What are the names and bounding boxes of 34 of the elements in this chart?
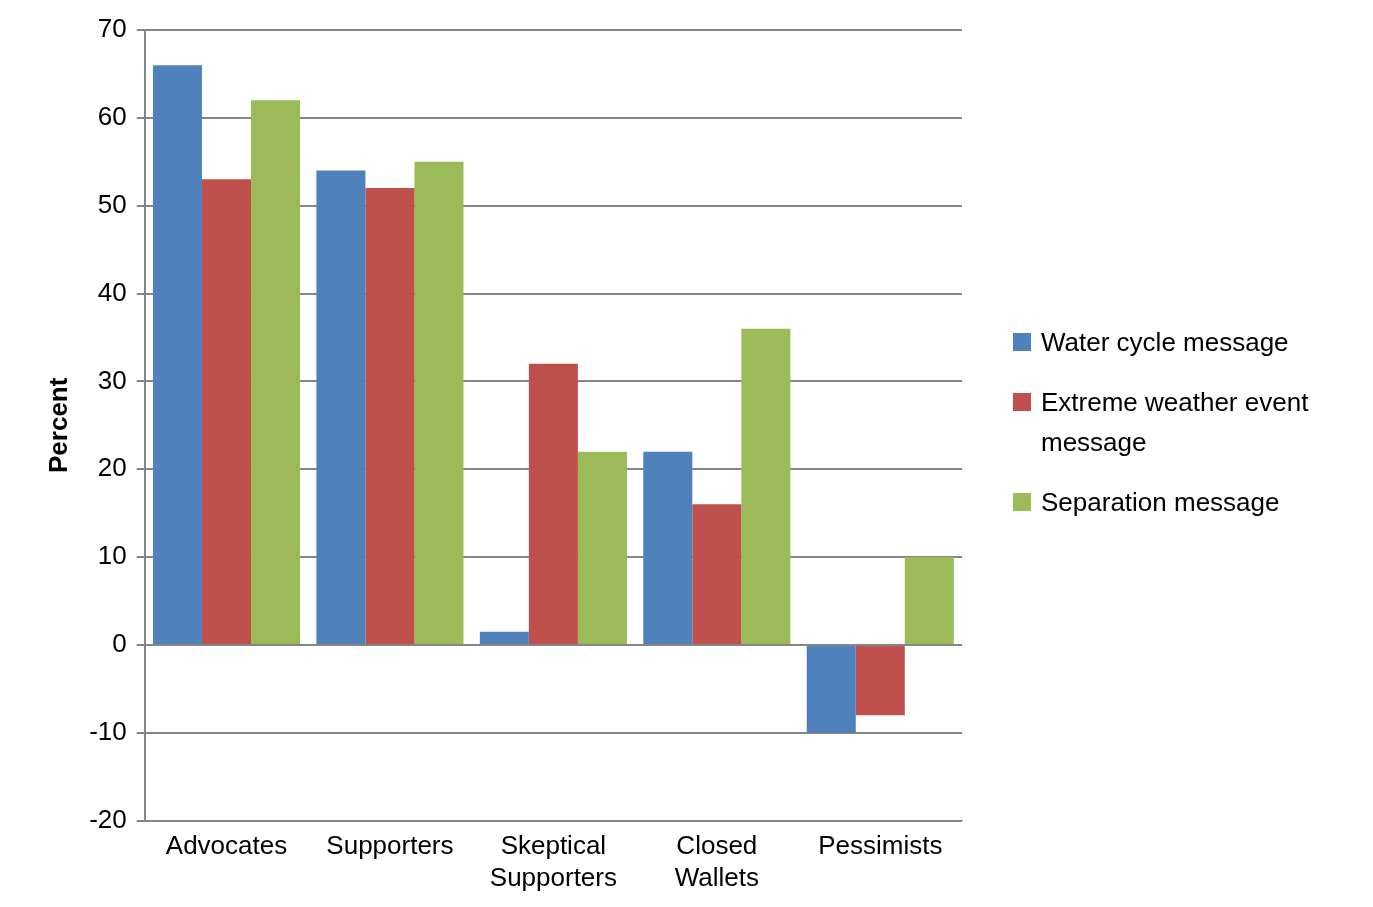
bar xyxy=(643,451,693,644)
y-tick-label: 60 xyxy=(97,101,127,132)
bar xyxy=(365,188,415,644)
bar xyxy=(806,645,856,733)
bar xyxy=(152,65,202,644)
y-tick-label: 30 xyxy=(97,364,127,395)
legend-label: Water cycle message xyxy=(1041,326,1289,359)
x-tick-label: Skeptical Supporters xyxy=(489,830,617,892)
y-tick-label: 40 xyxy=(97,276,127,307)
y-tick-label: 20 xyxy=(97,452,127,483)
bar xyxy=(577,451,627,644)
y-axis-title: Percent xyxy=(42,377,73,473)
legend-label: Extreme weather event message xyxy=(1041,386,1310,459)
y-tick-label: 10 xyxy=(97,540,127,571)
bar xyxy=(414,161,464,644)
y-tick-label: -20 xyxy=(89,803,127,834)
x-tick-label: Advocates xyxy=(165,830,288,861)
y-tick-label: -10 xyxy=(89,715,127,746)
legend-label: Separation message xyxy=(1041,486,1280,519)
bar xyxy=(201,179,252,644)
bar xyxy=(316,170,366,644)
bar xyxy=(904,557,954,644)
y-tick-label: 70 xyxy=(97,13,127,44)
bar xyxy=(855,645,905,716)
bar xyxy=(692,504,742,644)
bar xyxy=(479,631,529,644)
x-tick-label: Pessimists xyxy=(818,830,943,861)
y-tick-label: 50 xyxy=(97,188,127,219)
bar xyxy=(741,328,791,644)
x-tick-label: Closed Wallets xyxy=(674,830,759,892)
y-tick-label: 0 xyxy=(112,628,127,659)
x-tick-label: Supporters xyxy=(326,830,454,861)
bar xyxy=(528,363,578,644)
bar xyxy=(251,100,301,644)
